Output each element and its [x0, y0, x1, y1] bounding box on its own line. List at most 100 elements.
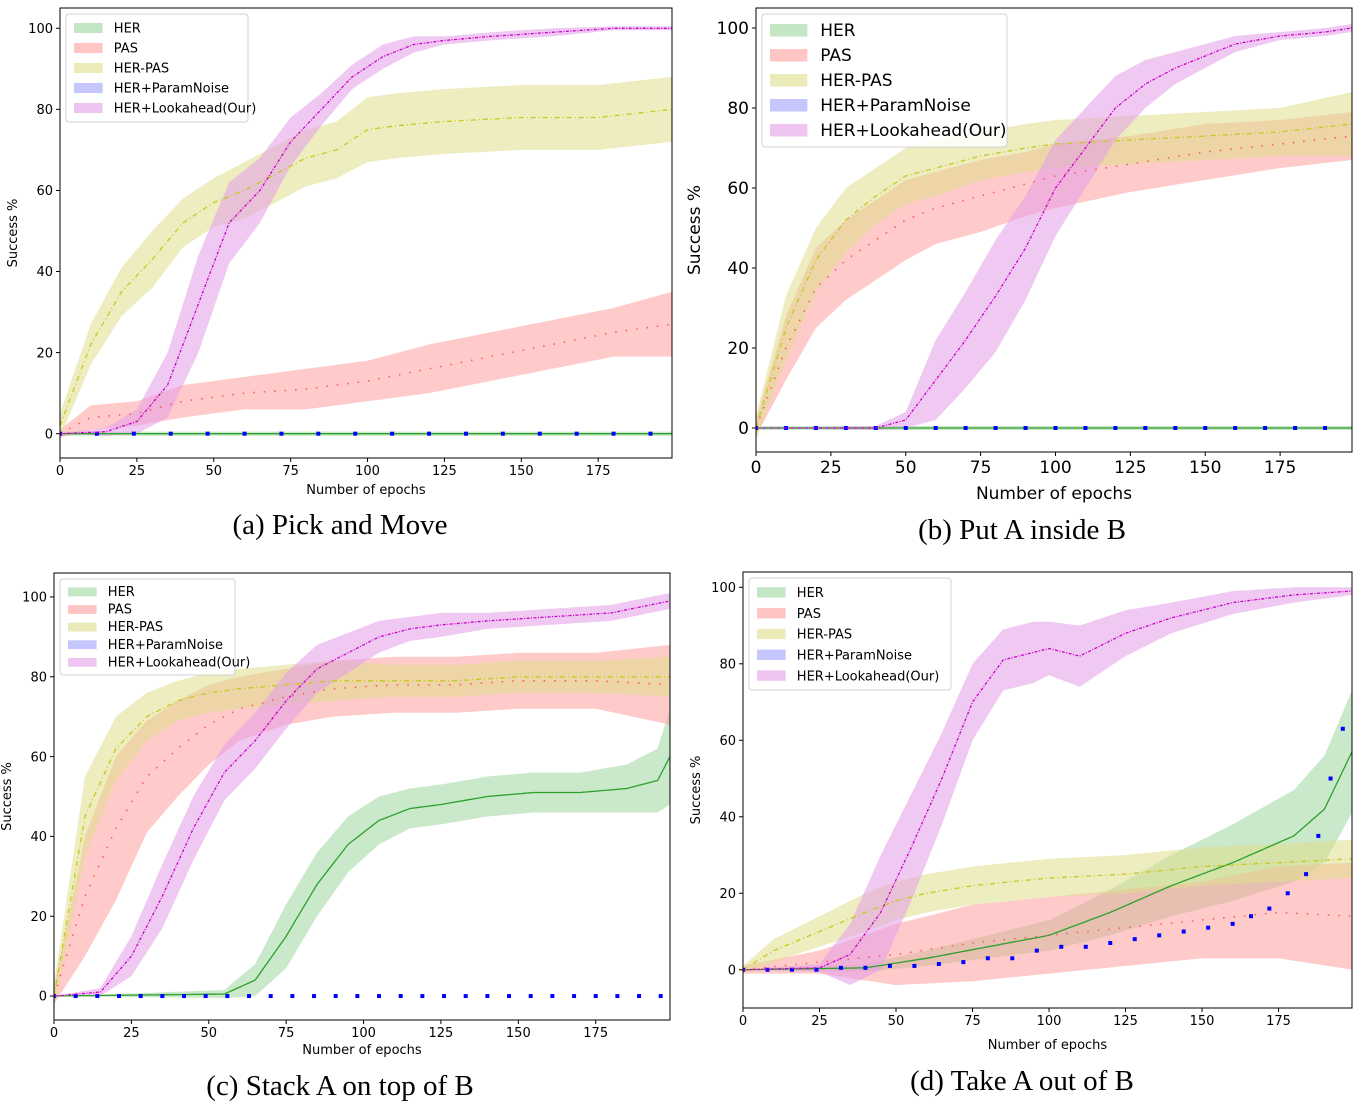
legend-label: PAS: [114, 42, 138, 57]
point-her-paramnoise: [1113, 426, 1118, 430]
plot-area: [60, 26, 672, 438]
point-her-paramnoise: [160, 994, 165, 999]
band-pas: [743, 862, 1352, 986]
line-pas: [756, 135, 1352, 429]
x-tick-label: 0: [56, 464, 64, 479]
legend: HER PAS HER-PAS HER+ParamNoise HER+Lookahead…: [65, 13, 256, 123]
x-tick-label: 75: [282, 464, 299, 479]
point-her-paramnoise: [1267, 906, 1272, 911]
point-her-paramnoise: [887, 963, 892, 968]
band-her: [54, 708, 670, 998]
point-her-paramnoise: [507, 994, 512, 999]
point-her-paramnoise: [658, 994, 663, 999]
point-her-paramnoise: [933, 426, 938, 430]
y-tick-label: 80: [719, 657, 736, 672]
legend-swatch: [74, 43, 103, 53]
legend-label: HER-PAS: [108, 620, 163, 635]
y-tick-label: 60: [36, 184, 53, 199]
legend-label: HER-PAS: [797, 628, 852, 643]
x-tick-label: 75: [964, 1014, 981, 1029]
point-her-paramnoise: [537, 431, 542, 436]
point-her-paramnoise: [138, 994, 143, 999]
point-her-paramnoise: [1181, 929, 1186, 934]
x-tick-label: 125: [1113, 1014, 1138, 1029]
x-tick-label: 175: [583, 1026, 608, 1041]
y-tick-label: 0: [728, 963, 736, 978]
x-tick-label: 125: [429, 1026, 454, 1041]
x-tick-label: 125: [1114, 458, 1146, 478]
x-tick-label: 50: [205, 464, 222, 479]
legend-label: HER+ParamNoise: [108, 638, 223, 653]
point-her-paramnoise: [1206, 925, 1211, 930]
x-tick-label: 175: [1266, 1014, 1291, 1029]
axes-frame: [755, 7, 1353, 453]
point-her-paramnoise: [765, 967, 770, 972]
x-tick-label: 150: [509, 464, 534, 479]
point-her-paramnoise: [961, 960, 966, 965]
point-her-paramnoise: [1010, 956, 1015, 961]
y-tick-label: 40: [30, 830, 47, 845]
legend-swatch: [757, 628, 786, 640]
point-her-paramnoise: [1034, 948, 1039, 953]
point-her-paramnoise: [117, 994, 122, 999]
legend-swatch: [770, 99, 808, 112]
band-her-pas: [60, 76, 672, 438]
x-tick-label: 150: [1190, 1014, 1215, 1029]
point-her-paramnoise: [843, 426, 848, 430]
y-tick-label: 40: [727, 259, 749, 279]
y-tick-label: 20: [30, 910, 47, 925]
legend-swatch: [757, 670, 786, 681]
legend: HER PAS HER-PAS HER+ParamNoise HER+Lookahead…: [761, 13, 1008, 148]
band-her-lookahead-our-: [756, 24, 1352, 430]
x-tick-label: 100: [355, 464, 380, 479]
y-tick-label: 60: [727, 179, 749, 199]
y-tick-label: 60: [719, 734, 736, 749]
point-her-paramnoise: [1053, 426, 1058, 430]
point-her-paramnoise: [242, 431, 247, 436]
legend-label: HER: [820, 21, 856, 41]
legend: HER PAS HER-PAS HER+ParamNoise HER+Lookahead…: [59, 578, 250, 676]
point-her-paramnoise: [1340, 726, 1345, 731]
line-her-lookahead-our-: [54, 600, 670, 997]
x-axis-label: Number of epochs: [988, 1038, 1108, 1053]
y-tick-label: 0: [738, 419, 749, 439]
legend-swatch: [770, 124, 808, 137]
legend-swatch: [74, 103, 103, 113]
point-her-paramnoise: [789, 967, 794, 972]
point-her-paramnoise: [611, 431, 616, 436]
point-her-paramnoise: [247, 994, 252, 999]
y-tick-label: 100: [28, 22, 53, 37]
y-tick-label: 0: [39, 990, 47, 1005]
x-axis-label: Number of epochs: [306, 483, 426, 498]
x-axis-label: Number of epochs: [976, 484, 1132, 504]
legend-label: HER+ParamNoise: [820, 96, 971, 116]
legend-swatch: [74, 23, 103, 33]
point-her-paramnoise: [1323, 426, 1328, 430]
point-her-paramnoise: [912, 963, 917, 968]
point-her-paramnoise: [1328, 776, 1333, 781]
x-tick-label: 50: [895, 458, 917, 478]
y-axis-label: Success %: [6, 199, 21, 268]
x-tick-label: 75: [970, 458, 992, 478]
point-her-paramnoise: [377, 994, 382, 999]
x-tick-label: 175: [586, 464, 611, 479]
x-tick-label: 25: [123, 1026, 140, 1041]
point-her-paramnoise: [290, 994, 295, 999]
y-axis-label: Success %: [689, 756, 704, 825]
legend-label: PAS: [108, 603, 132, 618]
legend-swatch: [770, 74, 808, 87]
band-her-pas: [54, 656, 670, 1008]
chart-panel-2: 0 25 50 75 100 125 150 175 0 20 40 60 80 100 Number of…: [685, 7, 1353, 546]
legend-swatch: [757, 649, 786, 660]
point-her-paramnoise: [1143, 426, 1148, 430]
point-her-paramnoise: [442, 994, 447, 999]
y-tick-label: 100: [22, 591, 47, 606]
x-tick-label: 50: [888, 1014, 905, 1029]
point-her-paramnoise: [203, 994, 208, 999]
legend-label: HER-PAS: [114, 62, 169, 77]
y-tick-label: 40: [36, 265, 53, 280]
legend-swatch: [68, 657, 97, 667]
point-her-paramnoise: [205, 431, 210, 436]
y-axis-label: Success %: [0, 762, 15, 831]
line-her-pas: [60, 108, 672, 426]
